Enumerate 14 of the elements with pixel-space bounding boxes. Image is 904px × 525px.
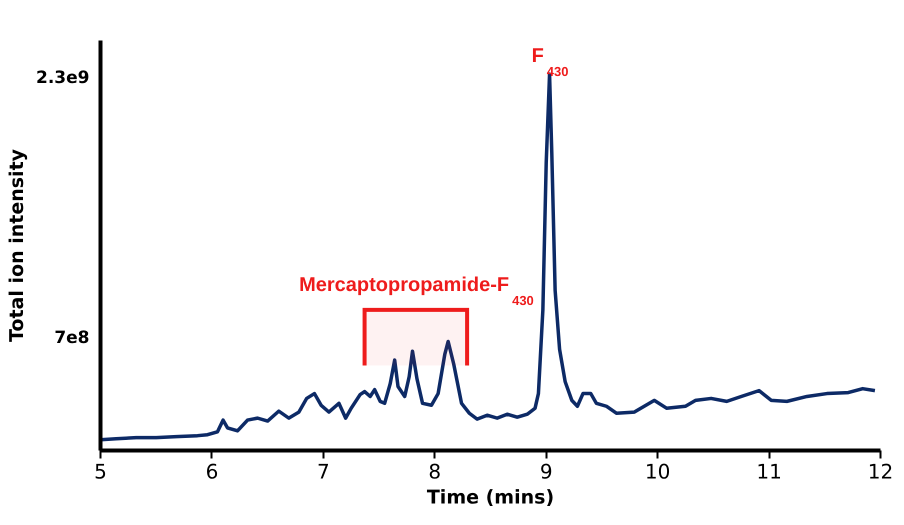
x-tick-label: 12 [868,460,894,484]
band-label: Mercaptopropamide-F430 [299,274,534,308]
x-tick-label: 8 [428,460,442,484]
y-tick-label: 2.3e9 [36,68,90,88]
x-tick-label: 10 [644,460,670,484]
x-tick-label: 5 [94,460,107,484]
x-tick-label: 7 [316,460,330,484]
x-tick-label: 6 [206,460,218,484]
x-axis-title: Time (mins) [426,486,554,508]
annotation: F430 [532,45,569,80]
x-tick-label: 9 [540,460,553,484]
y-axis-title: Total ion intensity [6,148,28,342]
y-tick-label: 7e8 [54,328,90,348]
x-tick-label: 11 [756,460,782,484]
